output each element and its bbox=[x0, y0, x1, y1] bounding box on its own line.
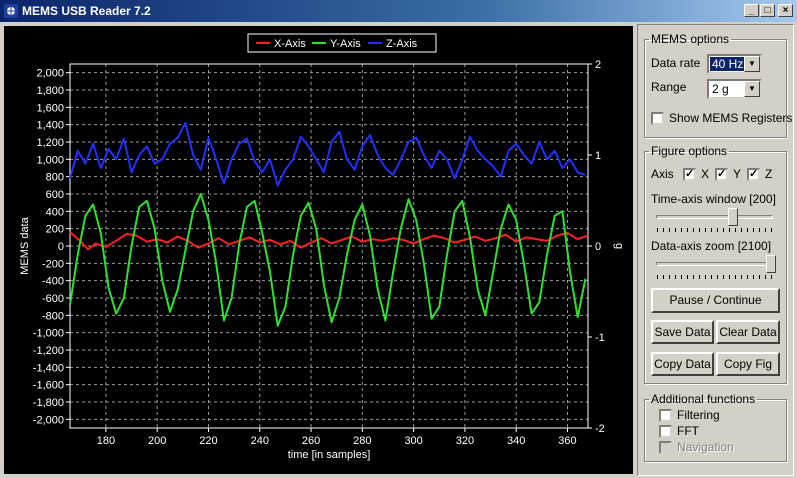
filtering-checkbox[interactable] bbox=[659, 409, 672, 422]
fft-checkbox[interactable] bbox=[659, 425, 672, 438]
time-window-label: Time-axis window [200] bbox=[651, 192, 776, 206]
save-data-button[interactable]: Save Data bbox=[651, 320, 714, 344]
series-line-x-axis bbox=[69, 231, 589, 251]
filtering-label: Filtering bbox=[677, 408, 720, 422]
maximize-button[interactable]: □ bbox=[760, 4, 775, 17]
zoom-slider[interactable] bbox=[766, 255, 776, 273]
window-title: MEMS USB Reader 7.2 bbox=[22, 4, 151, 18]
chevron-down-icon[interactable]: ▼ bbox=[744, 81, 760, 97]
zoom-label: Data-axis zoom [2100] bbox=[651, 239, 772, 253]
z-axis-checkbox[interactable]: ✓ bbox=[747, 168, 760, 181]
figure-options-group: Figure options bbox=[644, 144, 787, 384]
legend-box bbox=[247, 33, 437, 53]
series-line-y-axis bbox=[69, 193, 587, 327]
y-tick-label: -800 bbox=[42, 310, 64, 322]
y-tick-label: 1,200 bbox=[36, 137, 64, 149]
x-tick-label: 320 bbox=[456, 435, 474, 447]
x-tick-label: 340 bbox=[507, 435, 525, 447]
zoom-ticks bbox=[657, 275, 773, 279]
y-tick-label: -600 bbox=[42, 293, 64, 305]
y-axis-label: Y bbox=[733, 167, 742, 181]
close-button[interactable]: × bbox=[778, 4, 793, 17]
y2-axis-title: g bbox=[613, 243, 625, 249]
legend-label: X-Axis bbox=[274, 38, 306, 50]
options-panel bbox=[637, 24, 794, 476]
pause-continue-button[interactable]: Pause / Continue bbox=[651, 288, 780, 313]
y-tick-label: -1,200 bbox=[33, 345, 64, 357]
figure-options-title: Figure options bbox=[651, 144, 728, 158]
title-bar: MEMS USB Reader 7.2 _ □ × bbox=[0, 0, 797, 22]
chart: 2,000 1,800 1,600 1,400 1,200 1,000 800 600 400 2… bbox=[19, 33, 625, 461]
data-rate-label: Data rate bbox=[651, 56, 701, 70]
minimize-button[interactable]: _ bbox=[744, 4, 759, 17]
x-tick-label: 260 bbox=[302, 435, 320, 447]
plot-area: 2,000 1,800 1,600 1,400 1,200 1,000 800 600 400 2… bbox=[4, 26, 633, 474]
y-tick-label: 1,000 bbox=[36, 154, 64, 166]
y-tick-label: 400 bbox=[46, 206, 64, 218]
navigation-checkbox[interactable] bbox=[659, 441, 672, 454]
mems-options-group: MEMS options bbox=[644, 32, 787, 138]
data-rate-value: 40 Hz bbox=[710, 57, 746, 71]
x-tick-label: 180 bbox=[97, 435, 115, 447]
fft-label: FFT bbox=[677, 424, 699, 438]
y-tick-label: 0 bbox=[58, 241, 64, 253]
series-line-z-axis bbox=[69, 121, 586, 187]
app-icon bbox=[4, 4, 18, 18]
z-axis-label: Z bbox=[765, 167, 773, 181]
x-tick-label: 360 bbox=[558, 435, 576, 447]
x-tick-label: 200 bbox=[148, 435, 166, 447]
y-tick-label: -1,400 bbox=[33, 362, 64, 374]
data-rate-select[interactable]: 40 Hz ▼ bbox=[707, 54, 762, 74]
y-tick-label: 2,000 bbox=[36, 68, 64, 80]
x-tick-label: 240 bbox=[251, 435, 269, 447]
y-tick-label: -400 bbox=[42, 276, 64, 288]
time-window-ticks bbox=[657, 228, 773, 232]
x-axis-checkbox[interactable]: ✓ bbox=[683, 168, 696, 181]
legend-label: Y-Axis bbox=[330, 38, 361, 50]
chevron-down-icon[interactable]: ▼ bbox=[744, 56, 760, 72]
y-tick-label: -1,000 bbox=[33, 328, 64, 340]
y2-tick-label: 1 bbox=[595, 150, 601, 162]
x-axis-label: X bbox=[701, 167, 710, 181]
x-tick-label: 280 bbox=[353, 435, 371, 447]
y2-tick-label: 0 bbox=[595, 241, 601, 253]
copy-data-button[interactable]: Copy Data bbox=[651, 352, 714, 376]
mems-options-title: MEMS options bbox=[651, 32, 730, 46]
y2-tick-label: -1 bbox=[595, 332, 605, 344]
x-tick-label: 300 bbox=[404, 435, 422, 447]
additional-functions-group: Additional functions bbox=[644, 392, 787, 462]
time-window-slider[interactable] bbox=[728, 208, 738, 226]
axis-label: Axis bbox=[651, 167, 674, 181]
y-tick-label: 600 bbox=[46, 189, 64, 201]
x-axis-title: time [in samples] bbox=[288, 449, 371, 461]
y-tick-label: 1,600 bbox=[36, 102, 64, 114]
y-axis-checkbox[interactable]: ✓ bbox=[715, 168, 728, 181]
y-tick-label: -1,600 bbox=[33, 380, 64, 392]
clear-data-button[interactable]: Clear Data bbox=[716, 320, 780, 344]
y-tick-label: -2,000 bbox=[33, 414, 64, 426]
y-axis-title: MEMS data bbox=[19, 216, 31, 274]
range-select[interactable]: 2 g ▼ bbox=[707, 79, 762, 99]
show-registers-checkbox[interactable] bbox=[651, 112, 664, 125]
time-window-track bbox=[656, 215, 773, 219]
y2-tick-label: 2 bbox=[595, 59, 601, 71]
legend-label: Z-Axis bbox=[386, 38, 418, 50]
copy-fig-button[interactable]: Copy Fig bbox=[716, 352, 780, 376]
y-tick-label: 1,800 bbox=[36, 85, 64, 97]
range-label: Range bbox=[651, 80, 687, 94]
y-tick-label: -200 bbox=[42, 258, 64, 270]
x-tick-label: 220 bbox=[199, 435, 217, 447]
navigation-label: Navigation bbox=[677, 440, 734, 454]
y-tick-label: 200 bbox=[46, 224, 64, 236]
y-tick-label: 1,400 bbox=[36, 120, 64, 132]
zoom-track bbox=[656, 262, 773, 266]
plot-frame bbox=[69, 63, 589, 429]
range-value: 2 g bbox=[712, 82, 729, 96]
y-tick-label: 800 bbox=[46, 172, 64, 184]
y-tick-label: -1,800 bbox=[33, 397, 64, 409]
show-registers-label: Show MEMS Registers bbox=[669, 111, 793, 125]
additional-functions-title: Additional functions bbox=[651, 392, 756, 406]
y2-tick-label: -2 bbox=[595, 423, 605, 435]
